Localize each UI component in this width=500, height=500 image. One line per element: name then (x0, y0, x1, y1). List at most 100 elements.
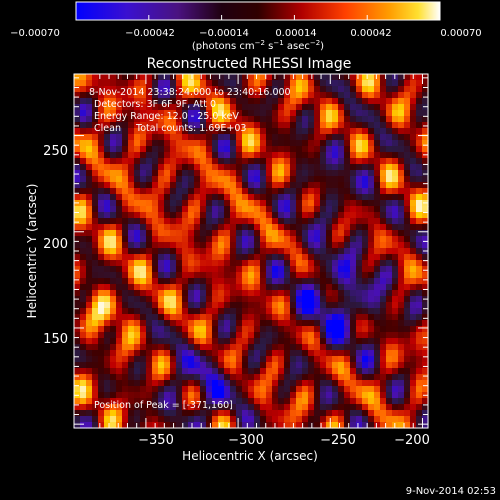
heatmap-cell (410, 230, 417, 237)
heatmap-cell (404, 374, 411, 381)
heatmap-cell (230, 176, 237, 183)
heatmap-cell (302, 368, 309, 375)
heatmap-cell (392, 398, 399, 405)
heatmap-cell (188, 212, 195, 219)
heatmap-cell (422, 242, 429, 249)
heatmap-cell (80, 164, 87, 171)
heatmap-cell (296, 164, 303, 171)
heatmap-cell (188, 284, 195, 291)
heatmap-cell (260, 152, 267, 159)
heatmap-cell (158, 314, 165, 321)
heatmap-cell (380, 272, 387, 279)
heatmap-cell (140, 158, 147, 165)
heatmap-cell (404, 266, 411, 273)
heatmap-cell (74, 98, 81, 105)
heatmap-cell (218, 92, 225, 99)
heatmap-cell (350, 362, 357, 369)
heatmap-cell (242, 194, 249, 201)
heatmap-cell (140, 182, 147, 189)
heatmap-cell (236, 326, 243, 333)
heatmap-cell (218, 392, 225, 399)
heatmap-cell (122, 80, 129, 87)
heatmap-cell (320, 398, 327, 405)
heatmap-cell (104, 236, 111, 243)
heatmap-cell (416, 86, 423, 93)
heatmap-cell (296, 218, 303, 225)
heatmap-cell (410, 266, 417, 273)
heatmap-cell (260, 308, 267, 315)
heatmap-cell (188, 320, 195, 327)
heatmap-cell (284, 416, 291, 423)
heatmap-cell (218, 404, 225, 411)
heatmap-cell (188, 308, 195, 315)
heatmap-cell (272, 242, 279, 249)
heatmap-cell (404, 104, 411, 111)
heatmap-cell (80, 380, 87, 387)
heatmap-cell (380, 218, 387, 225)
heatmap-cell (224, 194, 231, 201)
heatmap-cell (338, 290, 345, 297)
heatmap-cell (134, 116, 141, 123)
heatmap-cell (200, 302, 207, 309)
heatmap-cell (338, 146, 345, 153)
heatmap-cell (98, 230, 105, 237)
heatmap-cell (236, 170, 243, 177)
heatmap-cell (320, 92, 327, 99)
heatmap-cell (338, 374, 345, 381)
heatmap-cell (308, 254, 315, 261)
heatmap-cell (326, 152, 333, 159)
heatmap-cell (326, 98, 333, 105)
heatmap-cell (320, 224, 327, 231)
heatmap-cell (92, 80, 99, 87)
heatmap-cell (80, 224, 87, 231)
heatmap-cell (332, 362, 339, 369)
heatmap-cell (398, 332, 405, 339)
heatmap-cell (110, 422, 117, 429)
heatmap-cell (182, 170, 189, 177)
heatmap-cell (332, 374, 339, 381)
heatmap-cell (350, 332, 357, 339)
heatmap-cell (266, 242, 273, 249)
colorbar-tick-label: 0.00070 (440, 28, 481, 39)
heatmap-cell (122, 200, 129, 207)
heatmap-cell (116, 302, 123, 309)
heatmap-cell (344, 74, 351, 81)
heatmap-cell (278, 290, 285, 297)
heatmap-cell (272, 410, 279, 417)
heatmap-cell (80, 296, 87, 303)
heatmap-cell (242, 290, 249, 297)
heatmap-cell (272, 164, 279, 171)
heatmap-cell (158, 218, 165, 225)
heatmap-cell (260, 188, 267, 195)
heatmap-cell (164, 260, 171, 267)
heatmap-cell (140, 362, 147, 369)
heatmap-cell (230, 236, 237, 243)
heatmap-cell (170, 200, 177, 207)
heatmap-cell (104, 320, 111, 327)
heatmap-cell (236, 236, 243, 243)
heatmap-cell (110, 116, 117, 123)
heatmap-cell (218, 236, 225, 243)
heatmap-cell (212, 362, 219, 369)
heatmap-cell (116, 104, 123, 111)
heatmap-cell (212, 422, 219, 429)
heatmap-cell (392, 116, 399, 123)
heatmap-cell (182, 158, 189, 165)
heatmap-cell (314, 128, 321, 135)
heatmap-cell (110, 380, 117, 387)
heatmap-cell (98, 422, 105, 429)
heatmap-cell (386, 176, 393, 183)
heatmap-cell (392, 248, 399, 255)
x-tick-labels: −350 −300 −250 −200 (138, 433, 430, 448)
heatmap-cell (224, 86, 231, 93)
heatmap-cell (248, 410, 255, 417)
heatmap-cell (134, 188, 141, 195)
heatmap-cell (266, 248, 273, 255)
heatmap-cell (104, 248, 111, 255)
heatmap-cell (230, 74, 237, 81)
heatmap-cell (314, 404, 321, 411)
heatmap-cell (176, 278, 183, 285)
heatmap-cell (194, 392, 201, 399)
heatmap-cell (266, 368, 273, 375)
heatmap-cell (92, 74, 99, 81)
